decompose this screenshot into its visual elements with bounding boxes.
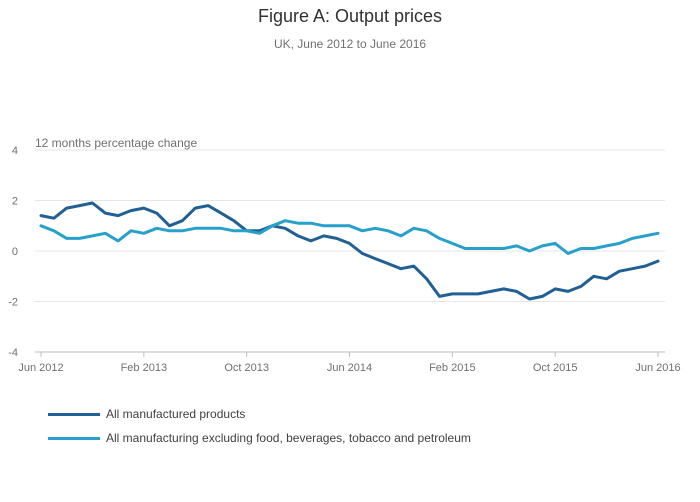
y-tick-label: 2: [12, 196, 18, 208]
y-tick-label: -2: [8, 297, 18, 309]
series-lines: [39, 201, 660, 301]
y-tick-label: -4: [8, 347, 18, 359]
x-axis: Jun 2012 Feb 2013 Oct 2013 Jun 2014 Feb 2015…: [18, 351, 681, 374]
series-line-1[interactable]: [39, 201, 660, 301]
x-tick-label: Oct 2015: [533, 362, 578, 374]
y-tick-label: 4: [12, 145, 18, 157]
y-tick-labels: 4 2 0 -2 -4: [8, 145, 18, 359]
y-tick-label: 0: [12, 246, 18, 258]
x-tick-label: Feb 2015: [429, 362, 475, 374]
legend-swatch: [48, 412, 100, 416]
chart-subtitle: UK, June 2012 to June 2016: [273, 37, 427, 51]
x-tick-label: Feb 2013: [121, 362, 167, 374]
legend-swatch: [48, 436, 100, 440]
series-line-2[interactable]: [39, 219, 660, 255]
legend-label: All manufacturing excluding food, bevera…: [106, 431, 471, 445]
y-axis-label: 12 months percentage change: [35, 136, 197, 150]
line-chart: 12 months percentage change 4 2 0 -2 -4 Jun …: [8, 136, 681, 374]
legend-item-excluding[interactable]: All manufacturing excluding food, bevera…: [48, 426, 471, 450]
chart-title: Figure A: Output prices: [257, 6, 443, 26]
legend-item-all-manufactured[interactable]: All manufactured products: [48, 402, 471, 426]
x-tick-label: Jun 2016: [635, 362, 680, 374]
legend: All manufactured products All manufactur…: [48, 402, 471, 450]
x-tick-label: Oct 2013: [224, 362, 269, 374]
x-tick-label: Jun 2012: [18, 362, 63, 374]
gridlines: [35, 149, 665, 302]
x-tick-label: Jun 2014: [327, 362, 372, 374]
legend-label: All manufactured products: [106, 407, 246, 421]
